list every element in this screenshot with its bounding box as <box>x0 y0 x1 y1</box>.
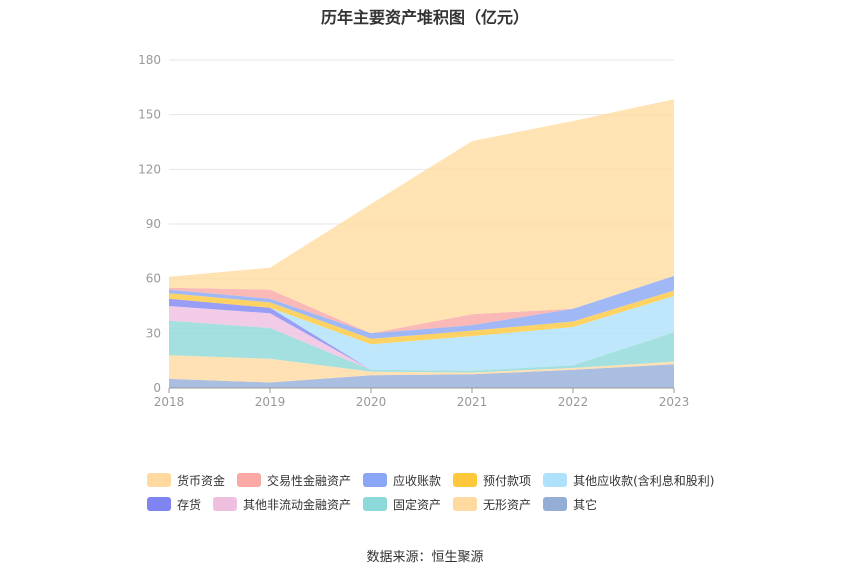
legend-swatch <box>543 473 568 487</box>
y-tick-label: 120 <box>138 162 161 176</box>
legend-label: 货币资金 <box>177 473 226 488</box>
legend-swatch <box>213 497 238 511</box>
legend-item[interactable]: 货币资金 <box>147 472 225 488</box>
y-tick-label: 30 <box>146 326 161 340</box>
legend-swatch <box>237 473 262 487</box>
area-series-1 <box>169 364 674 388</box>
y-tick-label: 90 <box>146 217 161 231</box>
area-series-4 <box>169 306 674 371</box>
area-series-10 <box>169 99 674 334</box>
stacked-area-chart: 0 30 60 90 120 150 180 2018 2019 2020 2021 2022 2023 <box>138 53 689 409</box>
x-tick-label: 2023 <box>659 395 690 409</box>
x-tick-label: 2019 <box>255 395 286 409</box>
area-series-6 <box>169 296 674 371</box>
legend-swatch <box>453 497 478 511</box>
area-series-5 <box>169 298 674 371</box>
legend-item[interactable]: 无形资产 <box>453 496 531 512</box>
data-source-note: 数据来源：恒生聚源 <box>366 550 484 565</box>
legend-item[interactable]: 其他应收款(含利息和股利) <box>543 472 714 488</box>
legend-swatch <box>363 473 388 487</box>
legend-swatch <box>543 497 568 511</box>
legend-label: 交易性金融资产 <box>267 473 352 488</box>
legend-item[interactable]: 固定资产 <box>363 496 441 512</box>
y-tick-label: 0 <box>153 381 161 395</box>
chart-legend: 货币资金 交易性金融资产 应收账款 预付款项 其他应收款(含利息和股利) 存货 其他非流动金… <box>147 472 767 512</box>
chart-title: 历年主要资产堆积图（亿元） <box>320 8 529 27</box>
legend-label: 预付款项 <box>483 473 532 488</box>
legend-swatch <box>453 473 478 487</box>
legend-label: 其他非流动金融资产 <box>243 497 352 512</box>
legend-label: 固定资产 <box>393 497 442 512</box>
legend-label: 其它 <box>573 497 598 512</box>
legend-label: 其他应收款(含利息和股利) <box>573 473 715 488</box>
legend-label: 无形资产 <box>483 497 532 512</box>
legend-item[interactable]: 应收账款 <box>363 472 441 488</box>
area-series-8 <box>169 275 674 339</box>
axes: 0 30 60 90 120 150 180 2018 2019 2020 2021 2022 2023 <box>138 53 689 409</box>
legend-item[interactable]: 其他非流动金融资产 <box>213 496 351 512</box>
legend-label: 存货 <box>177 497 202 512</box>
y-tick-label: 150 <box>138 108 161 122</box>
legend-item[interactable]: 存货 <box>147 496 201 512</box>
area-series-2 <box>169 355 674 383</box>
x-tick-label: 2022 <box>558 395 589 409</box>
legend-item[interactable]: 交易性金融资产 <box>237 472 351 488</box>
legend-item[interactable]: 预付款项 <box>453 472 531 488</box>
legend-swatch <box>147 473 171 487</box>
legend-item[interactable]: 其它 <box>543 496 597 512</box>
area-series-3 <box>169 320 674 373</box>
legend-label: 应收账款 <box>393 473 442 488</box>
area-series <box>169 99 674 388</box>
x-tick-label: 2021 <box>457 395 488 409</box>
y-tick-label: 180 <box>138 53 161 67</box>
y-tick-label: 60 <box>146 272 161 286</box>
x-tick-label: 2018 <box>154 395 185 409</box>
legend-swatch <box>363 497 388 511</box>
legend-swatch <box>147 497 171 511</box>
x-tick-label: 2020 <box>356 395 387 409</box>
